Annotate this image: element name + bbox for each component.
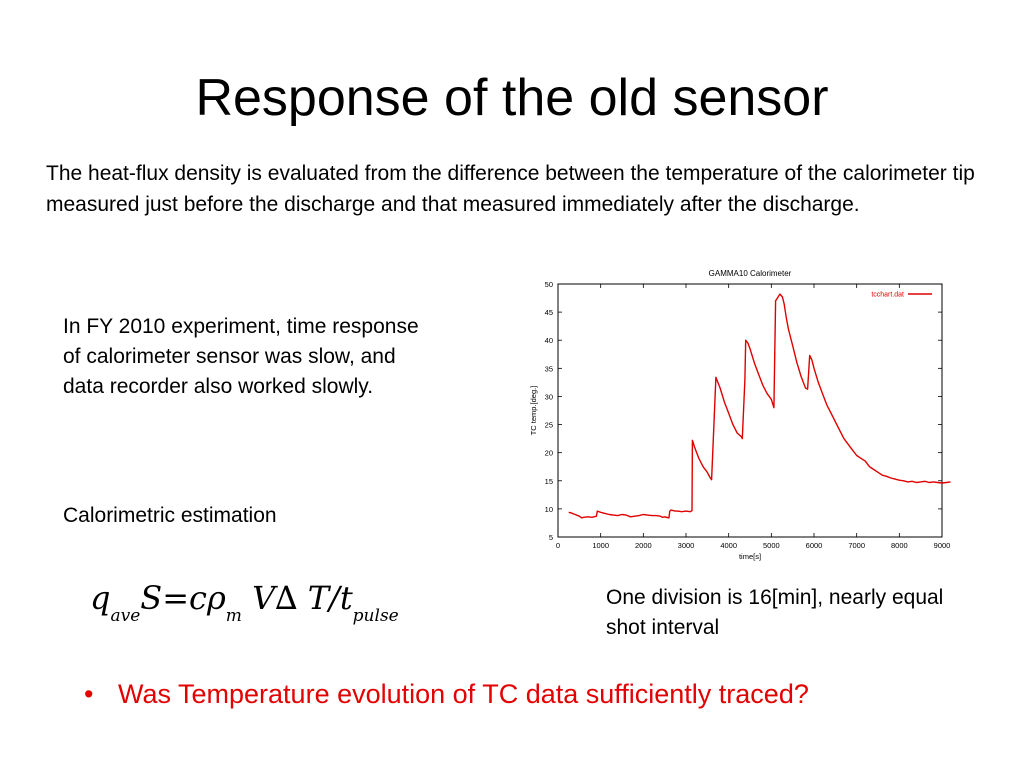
series-line <box>568 293 951 519</box>
bullet-marker: • <box>84 679 94 709</box>
x-tick-label: 9000 <box>934 541 951 550</box>
formula-v: V <box>252 579 276 617</box>
x-tick-label: 6000 <box>806 541 823 550</box>
y-tick-label: 20 <box>545 449 553 458</box>
formula-t-subscript: pulse <box>352 606 399 626</box>
y-tick-label: 15 <box>545 477 553 486</box>
experiment-note: In FY 2010 experiment, time response of … <box>63 315 419 398</box>
formula-t-temp: T <box>307 579 330 617</box>
formula-q-subscript: ave <box>110 606 141 626</box>
formula-delta: ∆ <box>275 579 298 617</box>
formula-slash: / <box>329 579 340 617</box>
x-tick-label: 7000 <box>848 541 865 550</box>
x-tick-label: 4000 <box>720 541 737 550</box>
y-tick-label: 45 <box>545 308 553 317</box>
calorimetric-label: Calorimetric estimation <box>63 504 277 527</box>
y-tick-label: 5 <box>549 533 553 542</box>
division-note: One division is 16[min], nearly equal sh… <box>606 586 944 639</box>
y-tick-label: 50 <box>545 280 553 289</box>
x-tick-label: 0 <box>556 541 560 550</box>
x-tick-label: 1000 <box>592 541 609 550</box>
formula-rho-subscript: m <box>225 606 242 626</box>
formula-t-time: t <box>339 579 353 617</box>
formula-q: q <box>90 579 111 617</box>
chart-title: GAMMA10 Calorimeter <box>709 269 792 278</box>
y-tick-label: 35 <box>545 364 553 373</box>
y-tick-label: 10 <box>545 505 553 514</box>
y-tick-label: 30 <box>545 392 553 401</box>
x-tick-label: 2000 <box>635 541 652 550</box>
formula-c: c <box>189 579 207 617</box>
series-layer <box>568 293 951 519</box>
formula-equals: = <box>162 579 190 617</box>
chart-background <box>516 262 962 566</box>
calorimetric-formula: qaveS=cρm V∆ T/tpulse <box>90 574 470 630</box>
y-axis-label: TC temp.[deg.] <box>529 386 538 436</box>
formula-rho: ρ <box>206 579 226 617</box>
y-tick-label: 40 <box>545 336 553 345</box>
calorimeter-chart: GAMMA10 Calorimeter TC temp.[deg.] time[… <box>516 262 962 566</box>
formula-s: S <box>140 579 163 617</box>
legend-label: tcchart.dat <box>871 292 904 299</box>
slide-title: Response of the old sensor <box>195 69 829 127</box>
intro-paragraph: The heat-flux density is evaluated from … <box>46 162 975 216</box>
x-tick-label: 3000 <box>678 541 695 550</box>
axis-ticks: 0 1000 2000 3000 4000 5000 6000 7000 8000 9000 5 10… <box>545 280 951 550</box>
x-tick-label: 8000 <box>891 541 908 550</box>
x-tick-label: 5000 <box>763 541 780 550</box>
plot-frame <box>557 283 943 538</box>
y-tick-label: 25 <box>545 421 553 430</box>
x-axis-label: time[s] <box>739 552 761 561</box>
bullet-question-text: Was Temperature evolution of TC data suf… <box>118 679 809 709</box>
chart-legend: tcchart.dat <box>871 292 932 299</box>
